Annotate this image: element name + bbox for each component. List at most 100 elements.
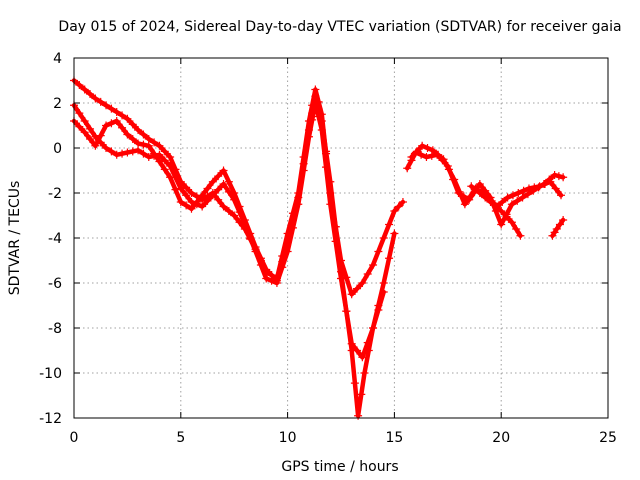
data-point [118, 111, 127, 120]
data-point [240, 216, 249, 224]
tick-marks [73, 57, 609, 419]
data-point [552, 225, 561, 233]
x-tick-label: 20 [492, 430, 510, 446]
data-point [203, 184, 212, 193]
data-point [96, 97, 105, 106]
data-point [311, 92, 320, 101]
data-point [379, 279, 388, 287]
data-point [91, 141, 100, 150]
data-point [546, 177, 555, 186]
data-point [322, 147, 331, 156]
data-point [160, 147, 169, 156]
series-track-a [70, 76, 407, 299]
data-point [481, 193, 490, 202]
data-point [80, 117, 89, 125]
data-point [139, 130, 148, 139]
data-point [123, 148, 132, 157]
data-point [374, 247, 383, 256]
data-point [497, 207, 506, 215]
data-point [278, 257, 287, 266]
data-point [308, 109, 317, 118]
data-point [214, 195, 223, 204]
data-point [128, 135, 137, 143]
data-point [554, 172, 563, 181]
data-point [503, 193, 512, 202]
data-point [471, 185, 480, 194]
data-point [91, 94, 100, 103]
data-point [557, 191, 566, 200]
data-point [166, 173, 175, 182]
data-point [219, 202, 228, 211]
data-point [294, 193, 303, 202]
data-point [123, 130, 132, 139]
data-point [385, 254, 394, 263]
data-point [358, 353, 367, 362]
data-point [144, 153, 153, 161]
data-point [428, 146, 437, 155]
y-axis-label: SDTVAR / TECUs [7, 181, 23, 296]
data-point [166, 162, 175, 170]
data-point [390, 207, 399, 215]
data-point [360, 369, 369, 377]
grid [74, 58, 608, 418]
data-point [550, 171, 559, 179]
data-point [486, 198, 495, 206]
data-point [96, 131, 105, 140]
data-point [354, 411, 363, 420]
data-point [107, 147, 116, 156]
data-point [160, 165, 169, 174]
data-point [224, 177, 233, 186]
data-point [230, 211, 239, 220]
data-point [208, 191, 217, 200]
data-point [251, 243, 260, 251]
data-point [369, 324, 378, 332]
data-point [379, 288, 388, 296]
data-point [530, 183, 539, 192]
x-tick-label: 25 [599, 430, 617, 446]
data-point [434, 150, 443, 159]
data-point [363, 270, 372, 278]
data-point [112, 117, 121, 125]
data-point [369, 261, 378, 269]
series-line [71, 94, 386, 419]
y-tick-label: -2 [48, 186, 62, 202]
data-point [412, 147, 421, 156]
data-point [475, 180, 484, 188]
data-point [166, 153, 175, 161]
data-point [112, 108, 121, 116]
data-point [182, 183, 191, 192]
y-tick-label: 0 [53, 141, 62, 157]
series-track-e [407, 141, 566, 211]
data-point [439, 155, 448, 164]
series-line [71, 78, 406, 297]
x-tick-label: 15 [385, 430, 403, 446]
data-point [219, 180, 228, 188]
data-point [299, 159, 308, 168]
data-point [512, 225, 521, 233]
data-point [75, 81, 84, 89]
x-tick-label: 5 [176, 430, 185, 446]
y-tick-label: -12 [39, 411, 62, 427]
data-point [519, 186, 528, 195]
data-point [555, 220, 564, 229]
data-point [160, 156, 169, 165]
data-point [460, 200, 469, 209]
data-point [150, 138, 159, 147]
data-point [518, 193, 527, 202]
series-track-f [467, 182, 525, 240]
data-point [491, 202, 500, 211]
series-track-g [548, 216, 568, 240]
data-point [187, 189, 196, 197]
data-point [198, 191, 207, 200]
data-point [123, 114, 132, 123]
data-point [450, 175, 459, 184]
data-point [134, 126, 143, 134]
data-point [507, 218, 516, 227]
data-point [86, 135, 95, 143]
data-point [502, 212, 511, 221]
data-point [203, 196, 212, 205]
data-point [337, 267, 345, 276]
data-point [86, 90, 95, 98]
series-group [70, 76, 568, 420]
